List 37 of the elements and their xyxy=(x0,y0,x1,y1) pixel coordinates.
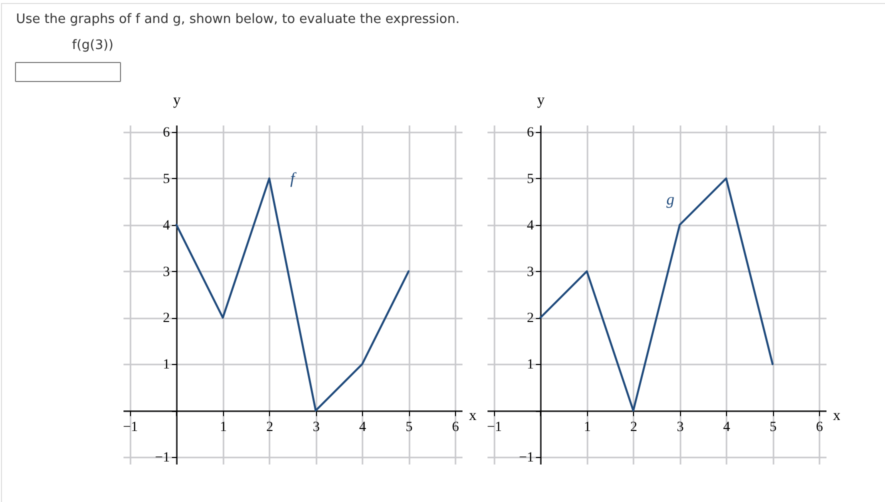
text: f(g(3)) xyxy=(72,38,114,53)
series-label: g xyxy=(666,191,674,208)
x-axis-title: x xyxy=(469,408,477,424)
x-tick-label: 6 xyxy=(816,420,824,436)
chart-title: Use the graphs of f and g, shown below, to evaluate the expression. xyxy=(16,12,460,27)
y-tick-label: 4 xyxy=(526,218,534,234)
x-tick-label: 6 xyxy=(452,420,460,436)
x-tick-label: −1 xyxy=(123,420,138,436)
y-tick-label: 5 xyxy=(162,172,170,187)
x-tick-label: 5 xyxy=(770,420,777,436)
x-tick-label: 5 xyxy=(406,420,413,436)
y-axis-title: y xyxy=(173,92,182,108)
y-axis-title: y xyxy=(537,92,546,108)
y-tick-label: 2 xyxy=(162,311,170,326)
y-tick-label: −1 xyxy=(519,450,534,466)
x-tick-label: 4 xyxy=(723,420,730,436)
x-axis-title: x xyxy=(833,408,841,424)
y-tick-label: 3 xyxy=(526,264,534,280)
y-tick-label: −1 xyxy=(155,450,170,466)
y-tick-label: 6 xyxy=(526,125,534,140)
line-series xyxy=(539,177,774,412)
x-tick-label: 2 xyxy=(266,420,274,436)
y-tick-label: 4 xyxy=(162,218,170,234)
y-tick-label: 5 xyxy=(526,172,534,187)
x-tick-label: −1 xyxy=(487,420,502,436)
x-tick-label: 3 xyxy=(676,420,684,436)
y-tick-label: 1 xyxy=(162,358,170,373)
x-tick-label: 1 xyxy=(584,420,591,436)
x-tick-label: 4 xyxy=(359,420,366,436)
x-tick-label: 1 xyxy=(220,420,227,436)
y-tick-label: 2 xyxy=(526,311,534,326)
y-tick-label: 6 xyxy=(162,125,170,140)
y-tick-label: 3 xyxy=(162,264,170,280)
x-tick-label: 3 xyxy=(312,420,320,436)
series-label: f xyxy=(290,170,298,188)
x-tick-label: 2 xyxy=(630,420,638,436)
y-tick-label: 1 xyxy=(526,358,534,373)
